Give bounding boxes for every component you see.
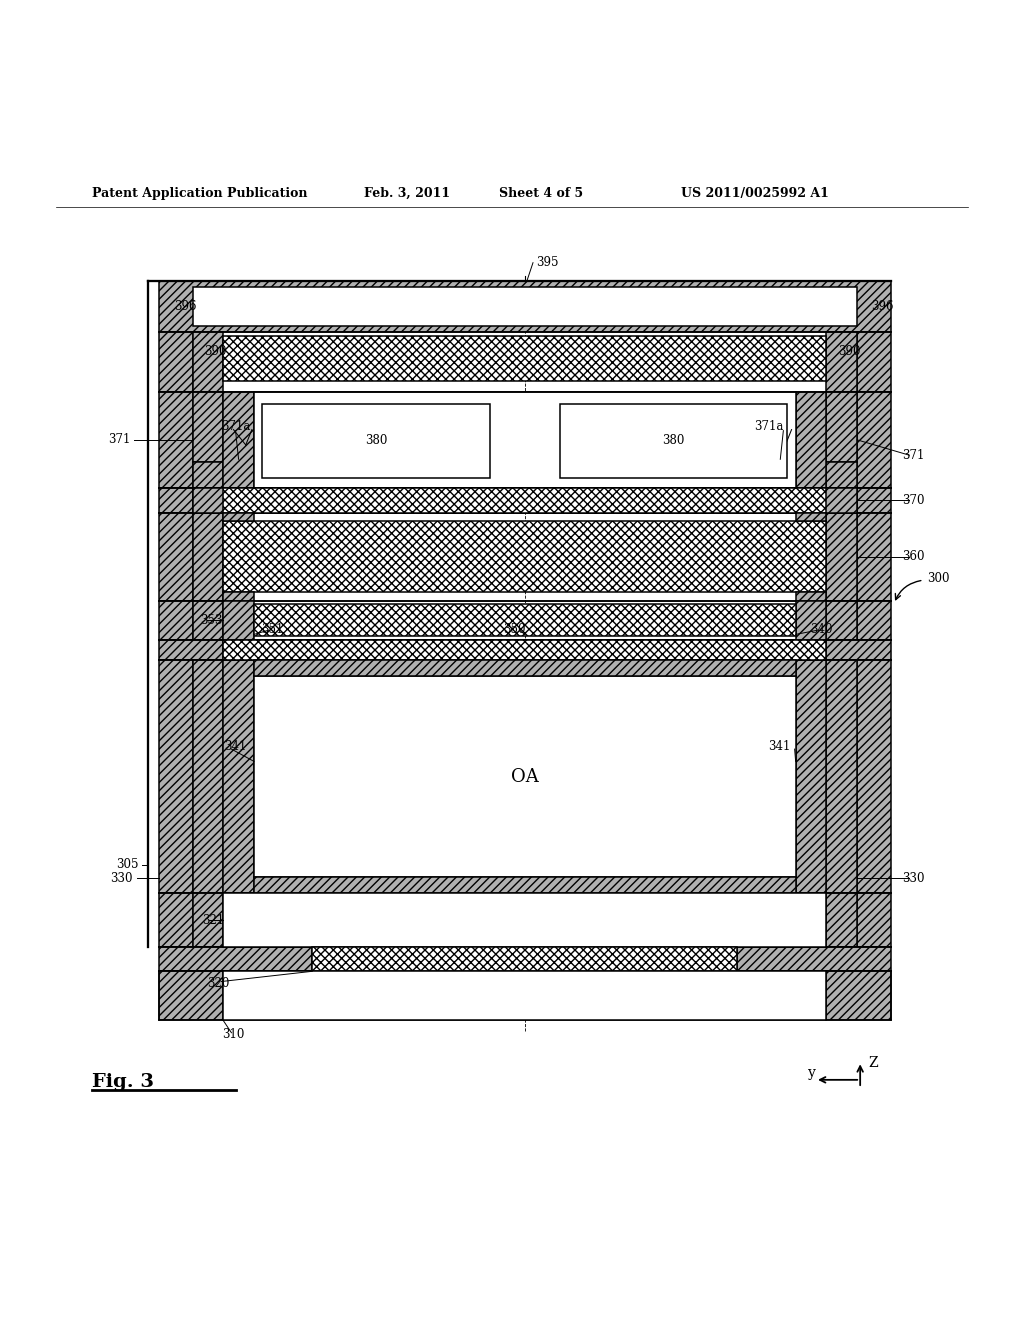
Bar	[857, 488, 891, 512]
Bar	[826, 512, 857, 601]
Text: 341: 341	[768, 739, 791, 752]
Bar	[193, 601, 223, 639]
Text: 371a: 371a	[221, 420, 250, 433]
Bar	[254, 676, 796, 876]
Text: 321: 321	[202, 913, 224, 927]
Bar	[262, 404, 489, 478]
Bar	[193, 288, 857, 326]
Bar	[193, 462, 223, 488]
Bar	[159, 894, 193, 946]
Bar	[826, 333, 857, 392]
Text: 371: 371	[108, 433, 130, 446]
Text: 370: 370	[902, 494, 925, 507]
Bar	[857, 512, 891, 601]
Text: 396: 396	[871, 300, 894, 313]
Text: 351: 351	[261, 623, 284, 636]
Bar	[159, 488, 193, 512]
Bar	[193, 333, 223, 392]
Bar	[223, 392, 254, 488]
Bar	[159, 972, 223, 1020]
Text: 341: 341	[224, 739, 247, 752]
Text: 395: 395	[537, 256, 558, 269]
Text: 330: 330	[902, 871, 925, 884]
Bar	[159, 639, 223, 660]
Text: 305: 305	[116, 858, 138, 871]
Bar	[857, 392, 891, 488]
Text: Fig. 3: Fig. 3	[92, 1073, 155, 1090]
Bar	[223, 601, 254, 639]
Text: 350: 350	[504, 623, 525, 636]
Bar	[159, 660, 193, 894]
Text: 390: 390	[838, 346, 860, 358]
Bar	[159, 601, 193, 639]
Bar	[826, 972, 891, 1020]
Text: 320: 320	[207, 977, 229, 990]
Text: 353: 353	[200, 614, 222, 627]
Bar	[857, 601, 891, 639]
Bar	[223, 660, 254, 894]
Text: 371: 371	[902, 449, 925, 462]
Bar	[857, 333, 891, 392]
Bar	[159, 512, 193, 601]
Text: Z: Z	[868, 1056, 879, 1071]
Text: US 2011/0025992 A1: US 2011/0025992 A1	[681, 186, 828, 199]
Bar	[159, 392, 193, 488]
Text: 371a: 371a	[754, 420, 783, 433]
Text: 360: 360	[902, 550, 925, 564]
Text: 380: 380	[663, 434, 685, 447]
Bar	[223, 593, 254, 601]
Bar	[223, 520, 826, 593]
Text: 380: 380	[365, 434, 387, 447]
Bar	[223, 972, 826, 1020]
Bar	[826, 601, 857, 639]
Text: Sheet 4 of 5: Sheet 4 of 5	[499, 186, 583, 199]
Bar	[254, 603, 796, 636]
Bar	[193, 512, 223, 601]
Bar	[857, 894, 891, 946]
Bar	[159, 946, 312, 972]
Bar	[796, 593, 826, 601]
Bar	[254, 660, 796, 676]
Bar	[796, 392, 826, 488]
Text: Patent Application Publication: Patent Application Publication	[92, 186, 307, 199]
Bar	[254, 876, 796, 894]
Bar	[193, 488, 857, 512]
Text: 310: 310	[222, 1028, 245, 1041]
Bar	[223, 512, 254, 520]
Bar	[193, 488, 223, 512]
Bar	[857, 660, 891, 894]
Bar	[737, 946, 891, 972]
Bar	[193, 660, 223, 894]
Bar	[254, 392, 796, 488]
Text: 330: 330	[111, 871, 133, 884]
Text: y: y	[808, 1065, 816, 1080]
Bar	[159, 333, 193, 392]
Bar	[826, 894, 857, 946]
Text: 396: 396	[174, 300, 197, 313]
Bar	[796, 660, 826, 894]
Text: 340: 340	[810, 623, 833, 636]
Bar	[826, 462, 857, 488]
Bar	[312, 946, 737, 972]
Bar	[796, 512, 826, 520]
Text: OA: OA	[511, 768, 539, 785]
Bar	[826, 488, 857, 512]
Bar	[159, 281, 891, 333]
Text: Feb. 3, 2011: Feb. 3, 2011	[364, 186, 450, 199]
Bar	[223, 894, 826, 946]
Bar	[193, 894, 223, 946]
Text: 390: 390	[204, 346, 226, 358]
Text: 300: 300	[927, 572, 949, 585]
Bar	[560, 404, 787, 478]
Bar	[193, 392, 223, 462]
Bar	[223, 639, 826, 660]
Bar	[826, 392, 857, 462]
Bar	[826, 639, 891, 660]
Bar	[826, 660, 857, 894]
Bar	[796, 601, 826, 639]
Bar	[223, 337, 826, 381]
